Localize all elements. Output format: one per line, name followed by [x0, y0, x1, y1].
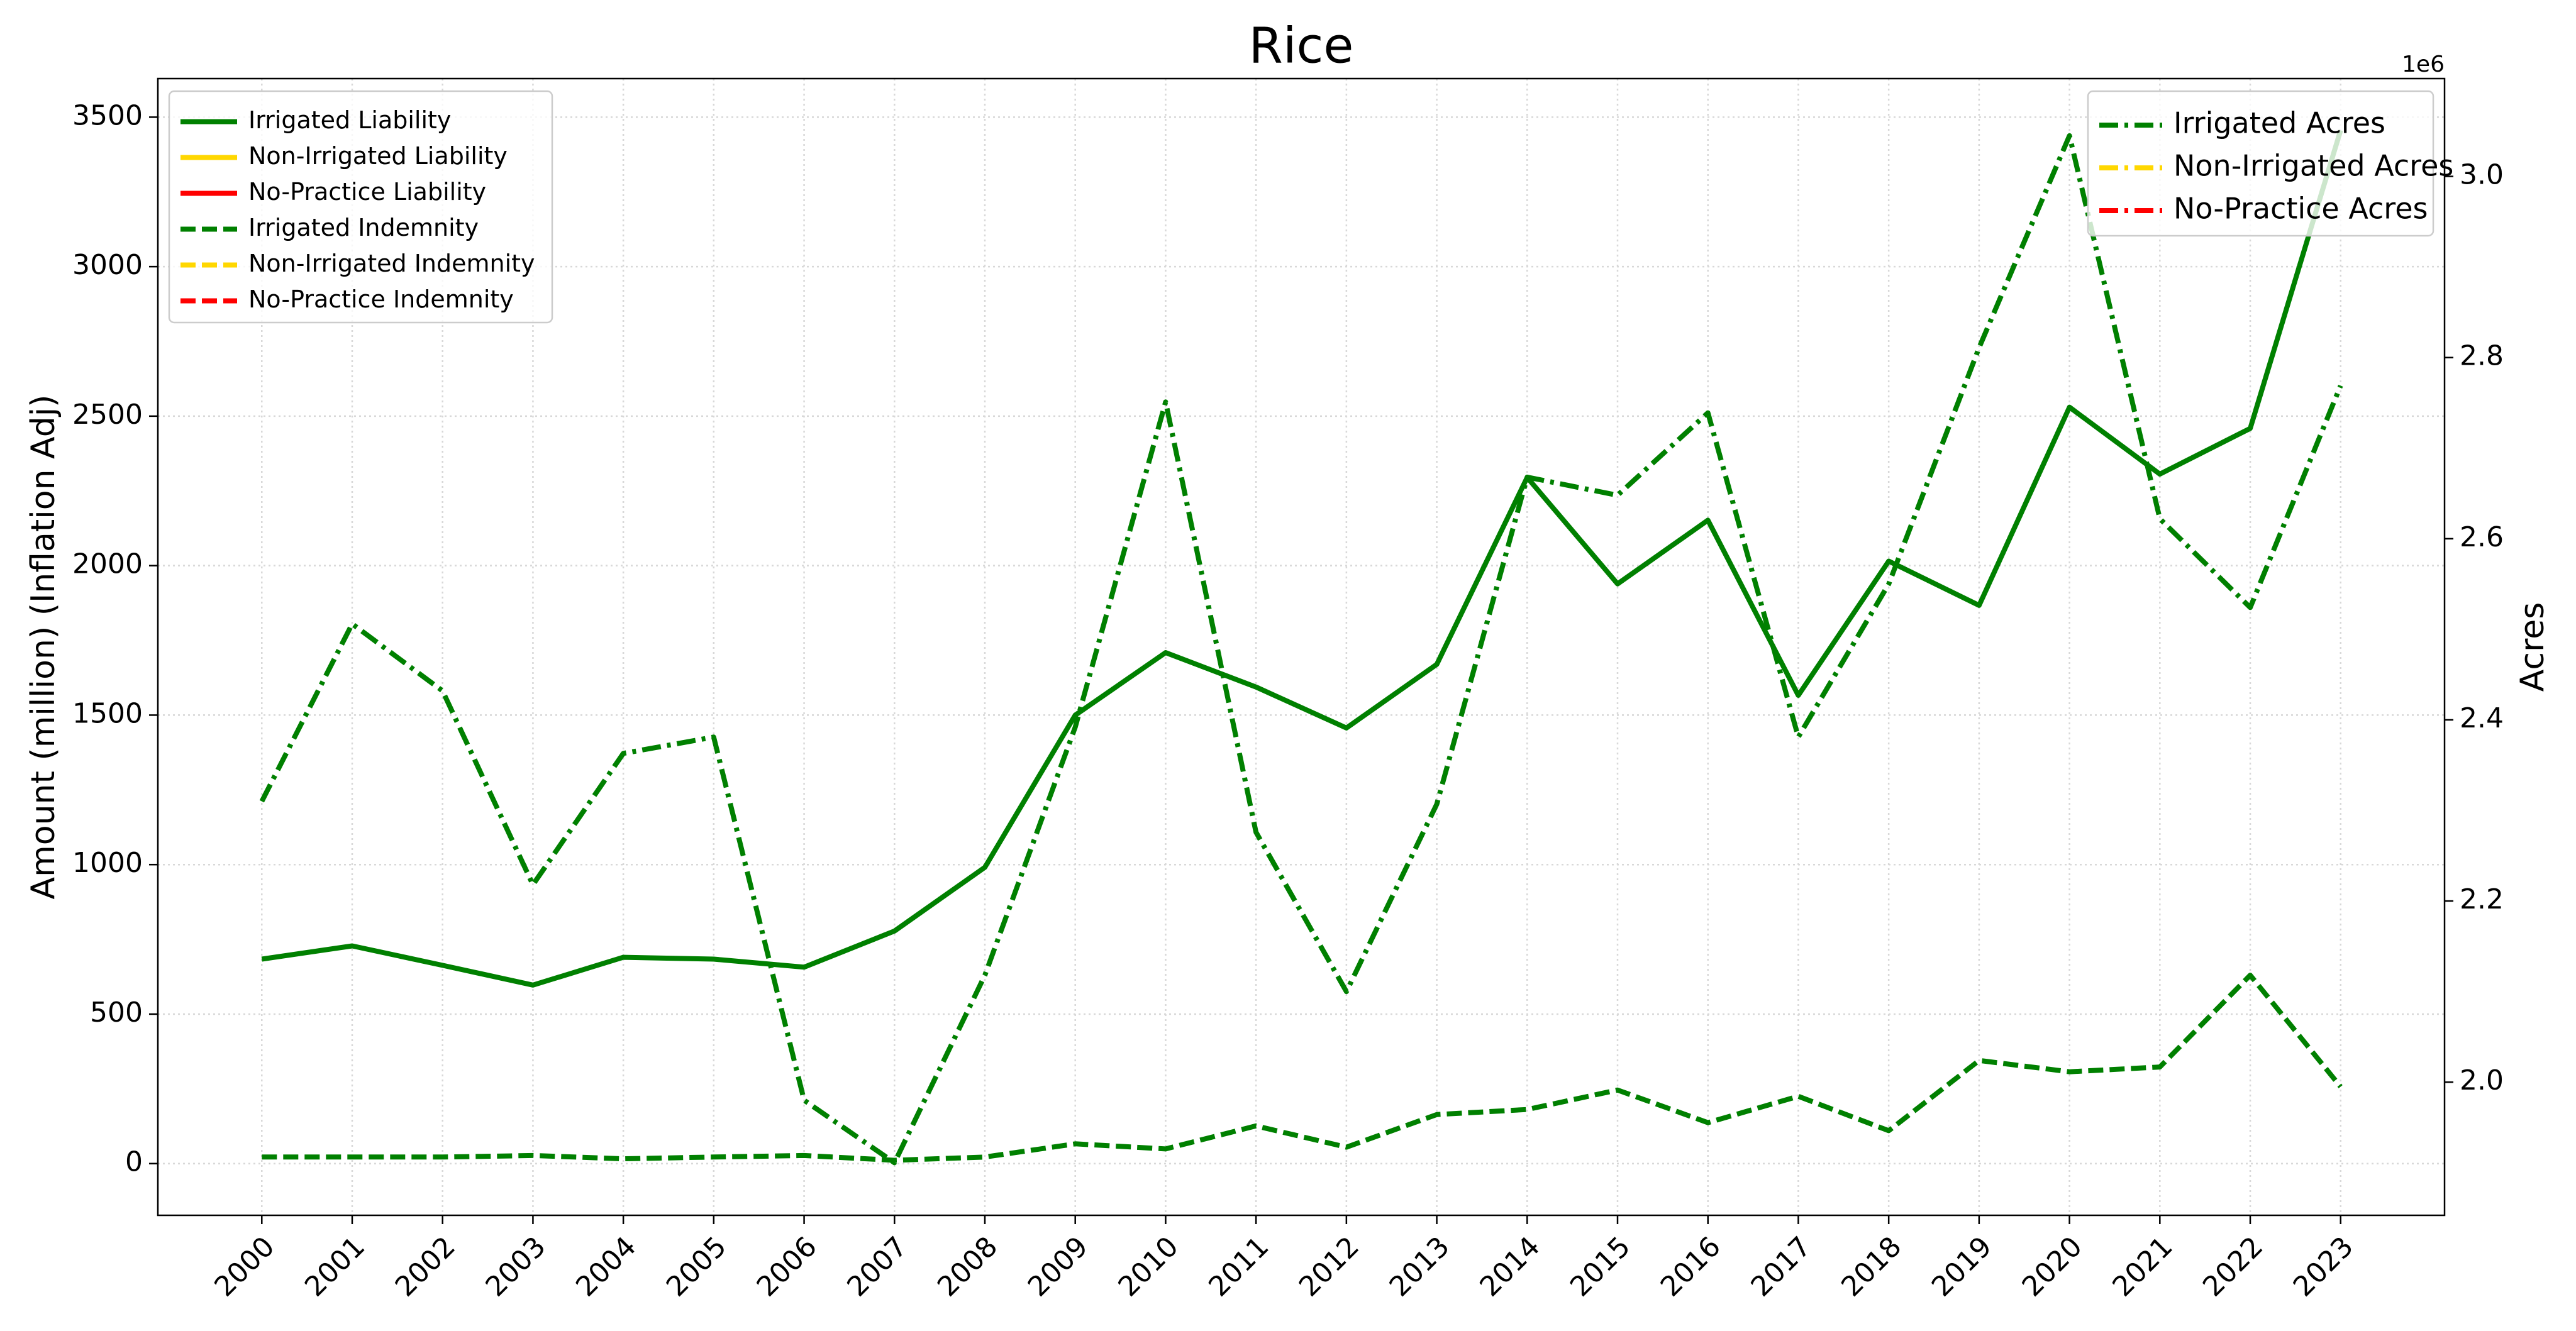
y2-tick-label: 2.2 — [2460, 883, 2504, 915]
series-line — [259, 133, 2343, 1166]
legend-label: No-Practice Indemnity — [248, 285, 514, 313]
x-tick-label: 2019 — [1926, 1230, 1998, 1303]
y-tick-label: 2500 — [72, 399, 143, 431]
y-tick-label: 0 — [125, 1146, 143, 1178]
x-tick-label: 2000 — [208, 1230, 280, 1303]
x-tick-label: 2010 — [1112, 1230, 1184, 1303]
y2-tick-label: 2.8 — [2460, 340, 2504, 372]
y-tick-label: 500 — [90, 997, 143, 1029]
y-tick-label: 3000 — [72, 249, 143, 281]
x-tick-label: 2013 — [1384, 1230, 1456, 1303]
legend-label: Irrigated Indemnity — [248, 214, 479, 241]
chart-title: Rice — [1249, 18, 1354, 74]
x-tick-label: 2004 — [570, 1230, 642, 1303]
series-line — [262, 973, 2343, 1163]
x-tick-label: 2020 — [2016, 1230, 2089, 1303]
x-tick-label: 2009 — [1022, 1230, 1094, 1303]
y2-axis-label: Acres — [2514, 602, 2551, 692]
legend-box — [168, 90, 553, 324]
legend-label: No-Practice Liability — [248, 178, 486, 206]
x-tick-label: 2006 — [751, 1230, 823, 1303]
x-tick-label: 2002 — [389, 1230, 462, 1303]
legend-box — [2087, 90, 2434, 237]
x-tick-label: 2007 — [841, 1230, 913, 1303]
x-tick-label: 2014 — [1474, 1230, 1546, 1303]
y2-tick-label: 3.0 — [2460, 159, 2504, 191]
legend-label: No-Practice Acres — [2174, 192, 2428, 226]
x-tick-label: 2011 — [1202, 1230, 1275, 1303]
y-tick-label: 1000 — [72, 847, 143, 879]
legend-label: Irrigated Acres — [2174, 106, 2385, 140]
legend: Irrigated Acres Non-Irrigated Acres No-Pra… — [2087, 90, 2453, 237]
legend-label: Non-Irrigated Acres — [2174, 149, 2453, 183]
y-tick-label: 3500 — [72, 99, 143, 131]
x-tick-label: 2023 — [2287, 1230, 2360, 1303]
legend-label: Non-Irrigated Indemnity — [248, 250, 535, 277]
legend-label: Irrigated Liability — [248, 106, 451, 134]
x-tick-label: 2018 — [1835, 1230, 1907, 1303]
x-tick-label: 2001 — [299, 1230, 371, 1303]
y-tick-label: 2000 — [72, 548, 143, 580]
y2-offset-label: 1e6 — [2402, 52, 2445, 77]
y2-tick-label: 2.6 — [2460, 521, 2504, 553]
x-tick-label: 2015 — [1564, 1230, 1636, 1303]
x-tick-label: 2008 — [931, 1230, 1004, 1303]
legend: Irrigated Liability Non-Irrigated Liabili… — [168, 90, 553, 324]
x-tick-label: 2016 — [1655, 1230, 1727, 1303]
x-tick-label: 2003 — [479, 1230, 552, 1303]
series-line — [261, 130, 2343, 988]
x-tick-label: 2022 — [2197, 1230, 2269, 1303]
plot-frame — [157, 77, 2446, 1217]
x-tick-label: 2021 — [2106, 1230, 2179, 1303]
x-tick-label: 2012 — [1293, 1230, 1365, 1303]
y-axis-label: Amount (million) (Inflation Adj) — [25, 395, 62, 900]
y2-tick-label: 2.0 — [2460, 1064, 2504, 1096]
y2-tick-label: 2.4 — [2460, 702, 2504, 734]
legend-label: Non-Irrigated Liability — [248, 142, 508, 170]
y-tick-label: 1500 — [72, 697, 143, 729]
x-tick-label: 2005 — [660, 1230, 733, 1303]
x-tick-label: 2017 — [1745, 1230, 1817, 1303]
